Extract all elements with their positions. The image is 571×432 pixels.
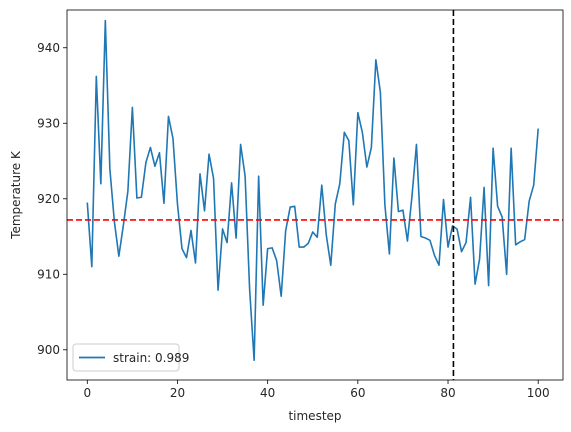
x-tick-label: 40 [260,386,275,400]
x-axis: 0 20 40 60 80 100 [83,380,550,400]
y-axis: 900 910 920 930 940 [37,41,67,357]
plot-area [67,10,563,380]
series-line [86,19,539,362]
x-tick-label: 60 [350,386,365,400]
x-tick-label: 20 [170,386,185,400]
y-tick-label: 940 [37,41,60,55]
legend-label: strain: 0.989 [113,351,189,365]
axes-frame [66,9,564,381]
legend: strain: 0.989 [72,343,189,372]
y-tick-label: 910 [37,267,60,281]
x-tick-label: 0 [83,386,91,400]
x-tick-label: 100 [527,386,550,400]
x-axis-label: timestep [288,409,341,423]
y-tick-label: 930 [37,116,60,130]
y-tick-label: 900 [37,343,60,357]
y-axis-label: Temperature K [9,150,23,240]
y-tick-label: 920 [37,192,60,206]
legend-box [72,343,180,372]
x-tick-label: 80 [440,386,455,400]
